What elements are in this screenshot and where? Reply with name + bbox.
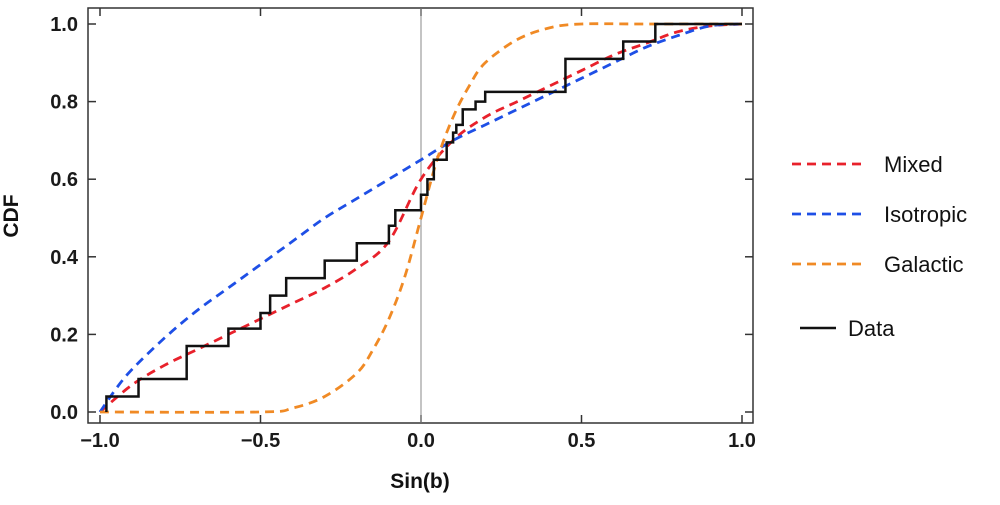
series-layer bbox=[98, 22, 743, 414]
x-tick-label: −0.5 bbox=[241, 430, 280, 452]
y-tick-label: 0.2 bbox=[50, 324, 78, 346]
legend-label-data: Data bbox=[848, 316, 895, 341]
y-tick-label: 0.8 bbox=[50, 92, 78, 114]
y-tick-label: 0.4 bbox=[50, 247, 79, 269]
legend-label-galactic: Galactic bbox=[884, 252, 963, 277]
x-tick-label: 0.5 bbox=[568, 430, 596, 452]
series-data-line bbox=[105, 22, 742, 412]
y-tick-label: 1.0 bbox=[50, 14, 78, 36]
x-tick-label: 0.0 bbox=[407, 430, 435, 452]
legend: Mixed Isotropic Galactic Data bbox=[792, 152, 967, 341]
series-isotropic-line bbox=[98, 22, 743, 413]
y-tick-label: 0.6 bbox=[50, 169, 78, 191]
legend-label-isotropic: Isotropic bbox=[884, 202, 967, 227]
legend-label-mixed: Mixed bbox=[884, 152, 943, 177]
y-tick-label: 0.0 bbox=[50, 402, 78, 424]
y-axis-label: CDF bbox=[0, 194, 23, 237]
x-tick-label: 1.0 bbox=[728, 430, 756, 452]
x-tick-label: −1.0 bbox=[80, 430, 119, 452]
x-axis-label: Sin(b) bbox=[390, 470, 449, 493]
tick-layer: −1.0 −0.5 0.0 0.5 1.0 0.0 0.2 0.4 0.6 0.8 1.0 bbox=[50, 8, 756, 452]
